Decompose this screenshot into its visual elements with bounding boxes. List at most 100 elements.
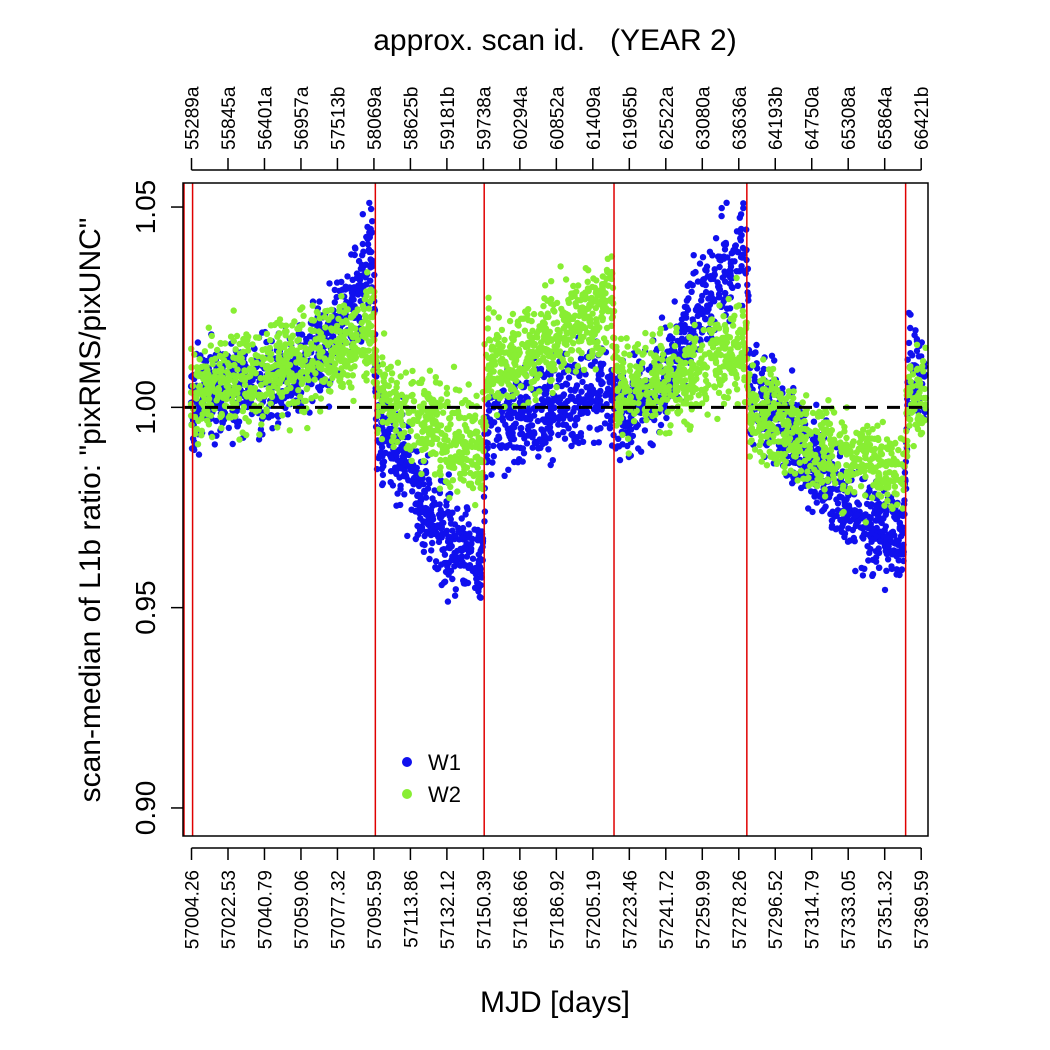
data-point <box>641 427 649 434</box>
data-point <box>859 572 867 579</box>
data-point <box>789 405 796 412</box>
data-point <box>579 304 586 311</box>
data-point <box>366 298 374 305</box>
data-point <box>527 348 534 356</box>
data-point <box>369 218 376 225</box>
data-point <box>613 343 620 351</box>
data-point <box>218 410 225 418</box>
data-point <box>366 199 373 207</box>
data-point <box>608 322 615 329</box>
data-point <box>537 310 545 318</box>
data-point <box>485 305 492 312</box>
data-point <box>332 371 339 378</box>
data-point <box>914 415 921 423</box>
data-point <box>711 270 718 278</box>
data-point <box>487 422 495 429</box>
data-point <box>846 510 853 518</box>
data-point <box>515 331 522 338</box>
data-point <box>880 515 887 522</box>
data-point <box>866 487 873 495</box>
data-point <box>907 416 914 423</box>
data-point <box>695 392 702 399</box>
data-point <box>343 339 350 347</box>
data-point <box>667 322 674 329</box>
data-point <box>599 346 607 353</box>
data-point <box>864 422 871 430</box>
data-point <box>639 383 646 390</box>
data-point <box>542 439 549 446</box>
data-point <box>388 377 395 384</box>
data-point <box>547 461 554 469</box>
data-point <box>394 438 401 446</box>
data-point <box>276 378 284 385</box>
data-point <box>474 438 481 445</box>
data-point <box>413 448 421 455</box>
data-point <box>606 377 613 384</box>
data-point <box>495 314 502 321</box>
data-point <box>663 396 671 403</box>
data-point <box>295 330 302 337</box>
data-point <box>291 318 298 325</box>
data-point <box>895 537 902 544</box>
data-point <box>205 421 213 428</box>
data-point <box>410 442 418 449</box>
data-point <box>586 424 593 431</box>
data-point <box>559 356 566 363</box>
data-point <box>571 328 578 335</box>
data-point <box>667 422 674 429</box>
data-point <box>575 338 583 345</box>
data-point <box>194 339 202 346</box>
data-point <box>311 327 318 334</box>
data-point <box>686 333 693 341</box>
data-point <box>188 345 195 352</box>
data-point <box>757 438 765 445</box>
data-point <box>570 282 577 290</box>
data-point <box>521 370 528 378</box>
data-point <box>853 511 861 518</box>
data-point <box>805 453 813 461</box>
data-point <box>876 564 883 571</box>
data-point <box>604 412 611 419</box>
data-point <box>888 565 896 573</box>
data-point <box>522 343 529 351</box>
data-point <box>851 538 858 545</box>
data-point <box>828 427 835 434</box>
data-point <box>257 375 264 382</box>
data-point <box>694 278 702 285</box>
data-point <box>303 335 310 343</box>
data-point <box>821 493 829 500</box>
data-point <box>919 357 927 365</box>
data-point <box>439 546 446 553</box>
data-point <box>886 440 894 447</box>
data-point <box>678 316 686 323</box>
top-tick-label: 63636a <box>730 86 751 150</box>
data-point <box>549 389 556 397</box>
data-point <box>287 335 294 342</box>
data-point <box>555 421 562 428</box>
data-point <box>210 375 218 383</box>
data-point <box>365 246 373 253</box>
data-point <box>575 439 582 447</box>
data-point <box>888 450 895 457</box>
data-point <box>692 335 699 342</box>
data-point <box>574 362 581 370</box>
data-point <box>432 374 439 381</box>
data-point <box>752 429 759 436</box>
data-point <box>215 391 222 399</box>
data-point <box>729 352 736 360</box>
data-point <box>304 424 311 432</box>
data-point <box>698 386 705 394</box>
data-point <box>838 523 846 530</box>
data-point <box>781 469 788 476</box>
data-point <box>534 417 542 425</box>
data-point <box>592 289 599 297</box>
data-point <box>525 399 532 406</box>
data-point <box>541 432 548 440</box>
data-point <box>653 371 660 379</box>
data-point <box>358 284 366 291</box>
data-point <box>462 511 469 518</box>
data-point <box>282 322 290 329</box>
data-point <box>359 211 366 218</box>
data-point <box>497 357 504 365</box>
data-point <box>578 388 585 395</box>
